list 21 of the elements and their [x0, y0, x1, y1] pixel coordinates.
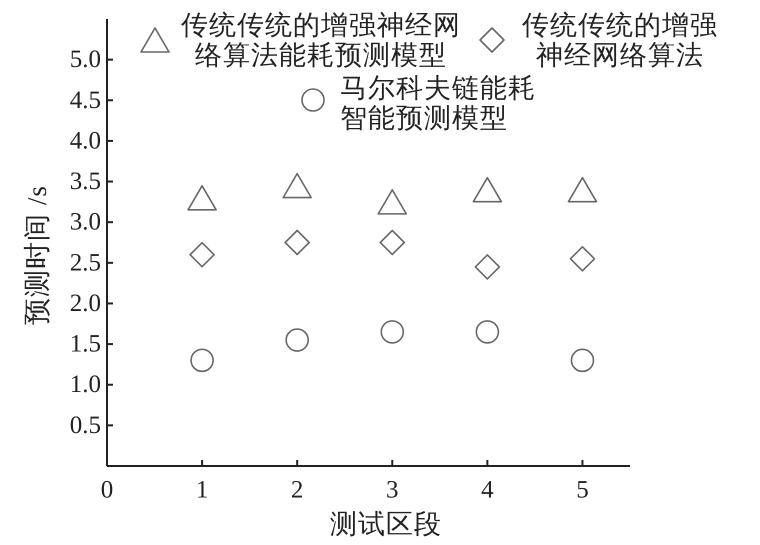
y-tick-label: 4.5	[70, 86, 101, 114]
y-tick-label: 3.5	[70, 168, 101, 196]
x-tick-label: 2	[290, 476, 304, 504]
y-tick-label: 2.5	[70, 249, 101, 276]
x-axis-title: 测试区段	[330, 509, 442, 539]
x-tick-label: 1	[196, 476, 208, 504]
legend-label: 马尔科夫链能耗智能预测模型	[340, 73, 537, 133]
y-tick-label: 0.5	[70, 412, 101, 439]
x-tick-label: 3	[386, 476, 399, 504]
x-tick-label: 5	[576, 476, 589, 504]
legend-label: 传统传统的增强神经网络算法	[521, 10, 719, 70]
x-tick-label: 4	[481, 476, 494, 504]
y-tick-label: 4.0	[70, 127, 101, 154]
y-tick-label: 2.0	[70, 290, 101, 317]
y-tick-label: 1.0	[70, 371, 101, 398]
legend-label: 传统传统的增强神经网络算法能耗预测模型	[180, 10, 462, 70]
y-tick-label: 3.0	[70, 208, 101, 236]
y-tick-label: 5.0	[70, 46, 101, 74]
y-tick-label: 1.5	[70, 330, 101, 358]
y-axis-title: 预测时间 /s	[22, 185, 52, 325]
x-tick-label: 0	[100, 476, 114, 504]
